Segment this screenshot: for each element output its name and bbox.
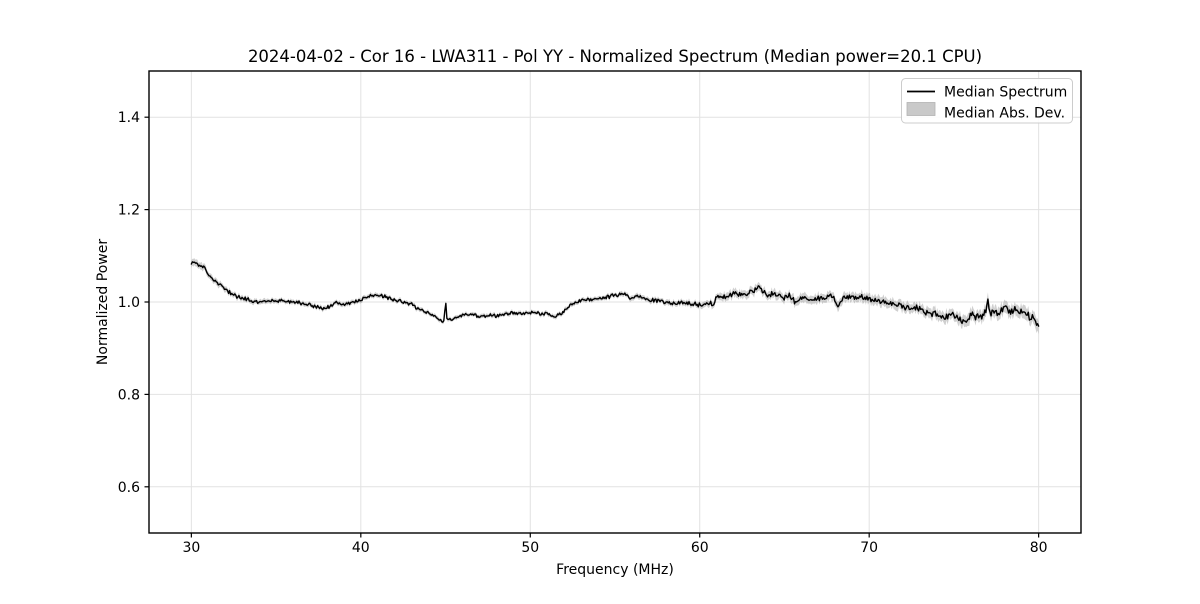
legend-label-median-abs-dev: Median Abs. Dev. [944, 106, 1065, 122]
x-axis-label: Frequency (MHz) [556, 562, 674, 578]
mad-band [191, 258, 1039, 335]
legend: Median Spectrum Median Abs. Dev. [901, 78, 1073, 124]
x-tick-label: 50 [521, 540, 539, 556]
y-tick-label: 1.4 [118, 110, 140, 126]
axes-spines [148, 70, 1082, 534]
y-tick-label: 0.6 [118, 480, 140, 496]
legend-label-median-spectrum: Median Spectrum [944, 85, 1067, 101]
y-axis-label: Normalized Power [95, 239, 111, 365]
y-tick-label: 0.8 [118, 387, 140, 403]
y-tick-label: 1.2 [118, 203, 140, 219]
grid-layer [149, 71, 1081, 533]
mad-band-area [191, 258, 1039, 335]
x-tick-label: 30 [182, 540, 200, 556]
legend-frame [901, 78, 1073, 124]
x-tick-label: 60 [691, 540, 709, 556]
median-line [190, 261, 1040, 327]
chart-title: 2024-04-02 - Cor 16 - LWA311 - Pol YY - … [248, 47, 982, 66]
median-spectrum-path [190, 261, 1040, 327]
tick-layer: 30 40 50 60 70 80 0.6 0.8 1.0 1.2 1.4 [118, 110, 1048, 556]
x-tick-label: 70 [860, 540, 878, 556]
x-tick-label: 80 [1030, 540, 1048, 556]
legend-patch-sample [906, 102, 936, 116]
x-tick-label: 40 [352, 540, 370, 556]
y-tick-label: 1.0 [118, 295, 140, 311]
